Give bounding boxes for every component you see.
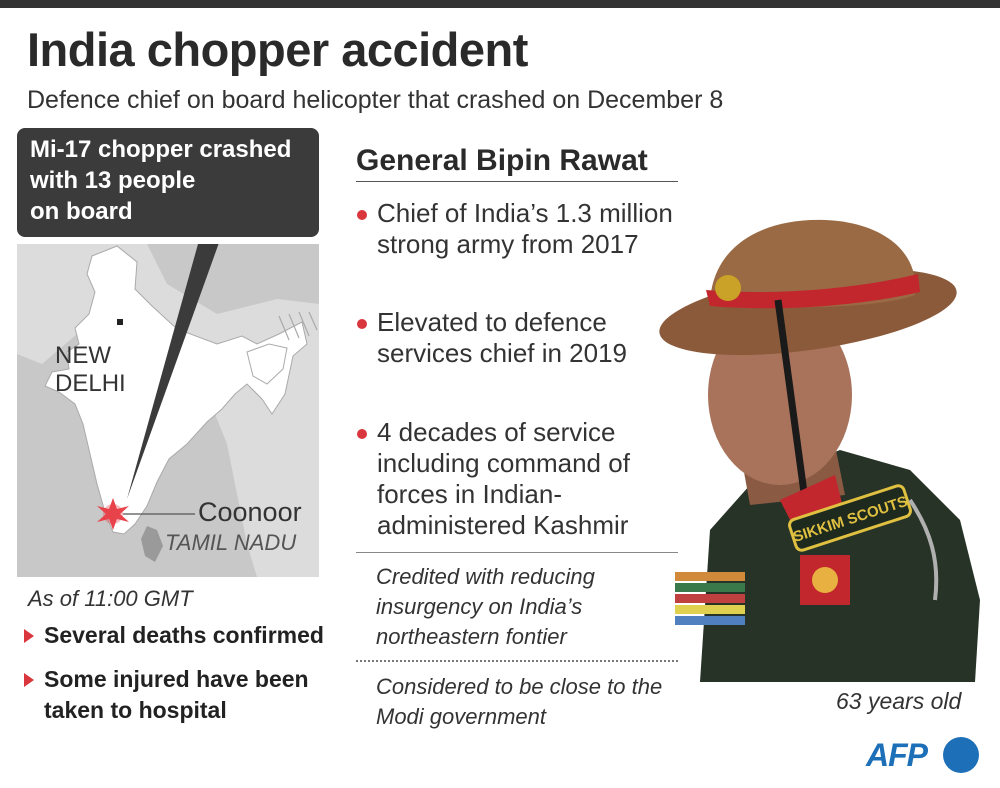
- crash-callout-text: Mi-17 chopper crashed with 13 people on …: [30, 134, 320, 227]
- callout-line-2: with 13 people: [30, 167, 196, 194]
- callout-line-3: on board: [30, 198, 133, 225]
- new-delhi-label-line-1: NEW: [55, 342, 111, 369]
- callout-line-1: Mi-17 chopper crashed: [30, 136, 292, 163]
- general-rawat-photo: SIKKIM SCOUTS: [630, 200, 1000, 682]
- name-underline: [356, 181, 678, 182]
- page-subtitle: Defence chief on board helicopter that c…: [27, 86, 724, 114]
- notes-divider: [356, 660, 678, 662]
- afp-logo-circle-icon: [943, 737, 979, 773]
- top-bar: [0, 0, 1000, 8]
- profile-note-modi: Considered to be close to the Modi gover…: [376, 674, 663, 729]
- as-of-timestamp: As of 11:00 GMT: [28, 586, 193, 611]
- india-map: [17, 226, 319, 577]
- facts-divider: [356, 552, 678, 553]
- profile-fact-defence-chief: Elevated to defence services chief in 20…: [377, 307, 628, 368]
- crash-site-icon: [97, 498, 129, 530]
- new-delhi-label: NEW DELHI: [55, 342, 126, 398]
- tamil-nadu-label: TAMIL NADU: [165, 530, 297, 555]
- status-item-injured: Some injured have been taken to hospital: [44, 666, 309, 723]
- profile-fact-army-chief: Chief of India’s 1.3 million strong army…: [377, 198, 673, 259]
- afp-logo: AFP: [866, 733, 981, 777]
- bullet-arrow-icon: [24, 629, 34, 643]
- page-title: India chopper accident: [27, 23, 528, 76]
- afp-logo-text: AFP: [866, 737, 928, 773]
- new-delhi-label-line-2: DELHI: [55, 370, 126, 397]
- bullet-dot-icon: [357, 429, 367, 439]
- status-item-deaths: Several deaths confirmed: [44, 622, 324, 648]
- profile-age: 63 years old: [836, 688, 962, 714]
- crash-callout: [17, 128, 319, 237]
- profile-name: General Bipin Rawat: [356, 144, 648, 177]
- coonoor-label: Coonoor: [198, 497, 302, 527]
- bullet-dot-icon: [357, 319, 367, 329]
- bullet-arrow-icon: [24, 673, 34, 687]
- bullet-dot-icon: [357, 210, 367, 220]
- profile-fact-service: 4 decades of service including command o…: [377, 417, 630, 540]
- profile-note-insurgency: Credited with reducing insurgency on Ind…: [376, 564, 595, 649]
